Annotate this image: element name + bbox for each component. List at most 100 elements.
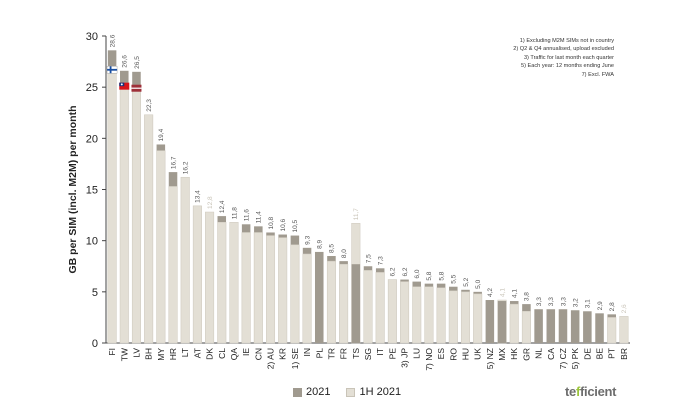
footnote: 7) Excl. FWA: [581, 71, 614, 78]
category-label: DK: [205, 348, 215, 360]
bar-1h2021: [278, 237, 288, 344]
data-label: 8,5: [329, 244, 336, 253]
bar-2021: [485, 300, 495, 343]
bar-1h2021: [253, 232, 263, 344]
data-label: 12,8: [207, 196, 214, 209]
data-label: 6,0: [414, 269, 421, 278]
data-label: 5,5: [451, 274, 458, 283]
data-label: 7,3: [377, 256, 384, 265]
data-label: 5,8: [438, 271, 445, 280]
category-label: CN: [253, 348, 263, 360]
data-label: 5,8: [426, 271, 433, 280]
category-label: 5) PK: [570, 348, 580, 370]
data-label: 5,0: [475, 279, 482, 288]
category-label: RO: [448, 348, 458, 361]
bar-1h2021: [302, 253, 312, 344]
bar-1h2021: [363, 270, 373, 344]
category-label: PE: [387, 348, 397, 360]
y-tick-label: 15: [86, 185, 98, 197]
bar-2021: [583, 311, 592, 343]
bar-2021: [558, 309, 568, 343]
legend-swatch-2021: [293, 387, 302, 397]
data-label: 11,6: [243, 209, 250, 222]
category-label: AT: [192, 348, 202, 358]
category-label: 5) NZ: [485, 348, 495, 369]
category-label: GR: [521, 348, 531, 361]
y-tick-label: 20: [86, 133, 98, 145]
data-label: 7,5: [365, 254, 372, 263]
category-label: NL: [534, 348, 544, 359]
bar-1h2021: [229, 221, 239, 344]
data-label: 6,2: [390, 267, 397, 276]
category-label: MY: [156, 348, 166, 361]
category-label: HK: [509, 348, 519, 360]
category-label: 1) SE: [290, 348, 300, 370]
footnotes: 1) Excluding M2M SIMs not in country 2) …: [513, 37, 614, 79]
data-label: 9,3: [304, 235, 311, 244]
category-label: HR: [168, 348, 178, 360]
data-label: 16,7: [170, 156, 177, 169]
bar-1h2021: [521, 311, 531, 344]
latvia-flag: [131, 84, 142, 92]
data-label: 11,8: [231, 207, 238, 220]
category-label: UK: [473, 348, 483, 360]
data-label: 3,2: [572, 298, 579, 307]
category-label: LT: [180, 348, 190, 357]
data-label: 3,8: [524, 292, 531, 301]
data-label: 8,9: [317, 240, 324, 249]
y-tick-label: 10: [86, 236, 98, 248]
category-label: ES: [436, 348, 446, 360]
data-label: 4,1: [499, 288, 506, 297]
category-label: SG: [363, 348, 373, 360]
bar-2021: [546, 309, 556, 343]
bar-1h2021: [192, 205, 202, 344]
category-label: IT: [375, 348, 385, 356]
data-label: 2,9: [597, 301, 604, 310]
category-label: CL: [217, 348, 227, 359]
category-label: MX: [497, 348, 507, 361]
data-label: 12,4: [219, 200, 226, 213]
bar-1h2021: [436, 287, 446, 344]
category-label: FI: [107, 348, 117, 356]
legend-label-2021: 2021: [306, 386, 331, 398]
finland-flag: [106, 66, 118, 74]
legend-swatch-1h2021: [346, 387, 356, 397]
category-label: DE: [582, 348, 592, 360]
data-label: 13,4: [195, 190, 202, 203]
data-label: 6,2: [402, 267, 409, 276]
footnote: 5) Each year: 12 months ending June: [521, 63, 614, 70]
category-label: PT: [607, 348, 617, 359]
data-label: 3,1: [585, 299, 592, 308]
bar-1h2021: [156, 150, 166, 344]
category-label: PL: [314, 348, 324, 359]
data-label: 3,3: [536, 297, 543, 306]
bar-1h2021: [412, 286, 422, 344]
bar-1h2021: [168, 186, 178, 344]
bar-1h2021: [375, 272, 385, 344]
y-tick-label: 5: [92, 287, 98, 299]
bar-1h2021: [509, 303, 519, 344]
category-label: 3) JP: [400, 348, 410, 368]
bar-1h2021: [290, 244, 300, 344]
taiwan-flag: [119, 82, 130, 90]
category-label: 7) CZ: [558, 348, 568, 369]
bar-1h2021: [119, 86, 129, 344]
data-label: 26,5: [134, 56, 141, 69]
bar-1h2021: [473, 293, 483, 344]
bar-1h2021: [131, 88, 141, 344]
bar-1h2021: [424, 286, 434, 344]
category-label: LV: [131, 348, 141, 358]
legend-label-1h2021: 1H 2021: [359, 386, 402, 398]
bar-1h2021: [241, 232, 251, 344]
y-tick-label: 0: [92, 338, 98, 350]
category-label: KR: [278, 348, 288, 360]
bar-1h2021: [339, 263, 349, 344]
data-label: 28,6: [109, 34, 116, 47]
footnote: 1) Excluding M2M SIMs not in country: [519, 38, 614, 44]
category-label: BR: [619, 348, 629, 360]
data-label: 11,4: [256, 211, 263, 224]
data-label: 2,8: [609, 302, 616, 311]
y-axis-title: GB per SIM (incl. M2M) per month: [67, 105, 79, 273]
data-label: 10,6: [280, 218, 287, 231]
